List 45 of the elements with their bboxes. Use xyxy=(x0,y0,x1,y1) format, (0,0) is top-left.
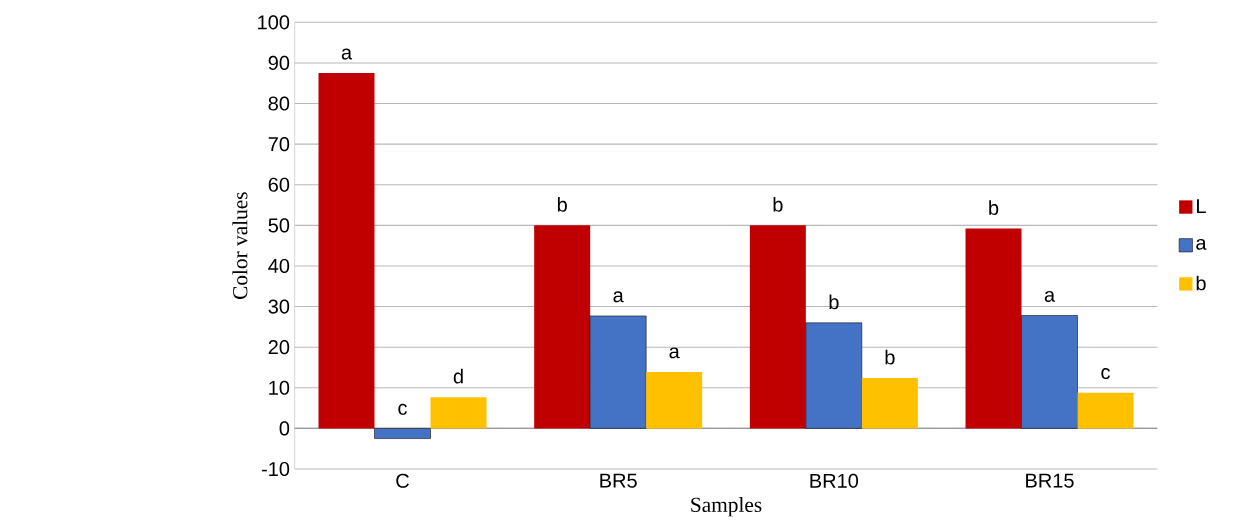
data-label: b xyxy=(557,197,567,212)
bar xyxy=(749,225,806,429)
x-tick-label: BR5 xyxy=(600,473,637,488)
data-label: a xyxy=(1044,290,1056,302)
bar xyxy=(965,228,1022,429)
y-tick-label: 100 xyxy=(258,15,290,30)
legend-label: b xyxy=(1196,275,1206,291)
y-tick-label: -10 xyxy=(261,461,290,477)
data-label: a xyxy=(341,48,353,60)
x-tick-label: C xyxy=(396,473,409,488)
bar xyxy=(534,225,591,429)
data-label: b xyxy=(773,197,783,212)
legend-label: a xyxy=(1196,238,1207,250)
bar xyxy=(861,378,918,429)
y-tick-label: 70 xyxy=(268,137,290,152)
y-tick-label: 50 xyxy=(268,218,290,233)
y-axis-title: Color values xyxy=(232,192,248,299)
x-tick-label: BR15 xyxy=(1026,473,1074,488)
y-tick-label: 30 xyxy=(268,299,290,314)
x-axis-title: Samples xyxy=(691,497,762,517)
y-tick-label: 60 xyxy=(268,177,290,192)
y-tick-label: 10 xyxy=(269,380,290,395)
x-tick-label: BR10 xyxy=(810,473,859,488)
bar xyxy=(589,315,647,429)
y-tick-label: 0 xyxy=(279,421,290,436)
bar xyxy=(1077,392,1134,429)
data-label: d xyxy=(453,368,463,384)
bar xyxy=(805,322,863,429)
y-tick-label: 80 xyxy=(268,96,290,111)
legend-label: L xyxy=(1197,199,1206,213)
data-label: b xyxy=(989,200,999,216)
bar xyxy=(646,371,703,429)
data-label: a xyxy=(613,291,624,303)
data-label: c xyxy=(398,403,407,415)
y-tick-label: 20 xyxy=(268,340,290,355)
data-label: c xyxy=(1101,368,1110,380)
data-label: b xyxy=(885,349,895,365)
data-label: a xyxy=(669,347,680,359)
bar xyxy=(430,397,487,429)
bar xyxy=(1021,315,1078,429)
bar xyxy=(318,73,375,429)
bar xyxy=(374,428,431,439)
y-tick-label: 90 xyxy=(268,55,290,71)
data-label: b xyxy=(829,294,839,310)
y-tick-label: 40 xyxy=(268,258,290,274)
